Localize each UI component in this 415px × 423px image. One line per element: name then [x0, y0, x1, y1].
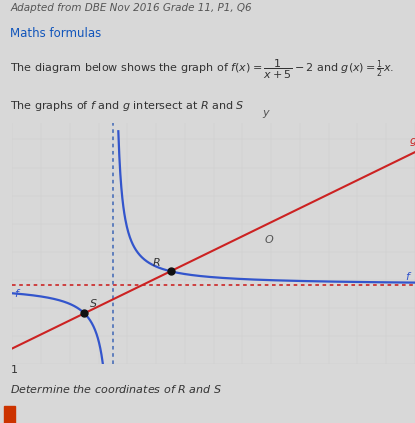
Bar	[4, 406, 15, 423]
Text: $S$: $S$	[89, 297, 98, 309]
Text: The diagram below shows the graph of $f(x)=\dfrac{1}{x+5}-2$ and $g(x)=\frac{1}{: The diagram below shows the graph of $f(…	[10, 57, 395, 80]
Text: Maths formulas: Maths formulas	[10, 27, 102, 41]
Text: $O$: $O$	[264, 233, 274, 245]
Text: Determine the coordinates of $R$ and $S$: Determine the coordinates of $R$ and $S$	[10, 383, 222, 395]
Text: $R$: $R$	[152, 256, 161, 268]
Text: $y$: $y$	[262, 108, 271, 120]
Text: The graphs of $f$ and $g$ intersect at $R$ and $S$: The graphs of $f$ and $g$ intersect at $…	[10, 99, 245, 113]
Text: $g$: $g$	[409, 136, 415, 148]
Text: $f$: $f$	[14, 287, 21, 299]
Text: Adapted from DBE Nov 2016 Grade 11, P1, Q6: Adapted from DBE Nov 2016 Grade 11, P1, …	[10, 3, 252, 14]
Text: 1: 1	[10, 365, 17, 375]
Text: $f$: $f$	[405, 270, 412, 282]
